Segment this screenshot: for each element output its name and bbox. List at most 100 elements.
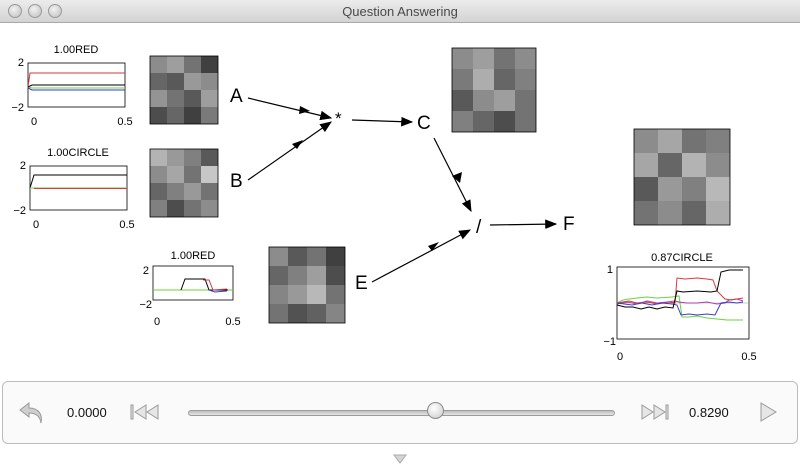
plot-f-green-trace <box>616 295 743 321</box>
time-slider-track[interactable] <box>188 410 615 416</box>
expand-panel-button[interactable] <box>393 451 407 469</box>
edge-multiply-to-C <box>351 116 414 127</box>
grid-F-border <box>633 128 731 226</box>
grid-A-cell <box>201 90 218 107</box>
grid-B-cell <box>184 149 201 166</box>
grid-B-cell <box>201 149 218 166</box>
close-window-button[interactable] <box>8 4 22 18</box>
grid-B-cell <box>150 183 167 200</box>
grid-E-cell <box>326 266 345 285</box>
grid-E-cell <box>269 266 288 285</box>
plot-e-blue-trace <box>208 289 228 293</box>
grid-F-cell <box>658 201 682 225</box>
grid-A-cell <box>184 107 201 124</box>
time-slider-thumb[interactable] <box>426 402 444 419</box>
grid-A-cell <box>184 56 201 73</box>
grid-C-cell <box>515 90 536 111</box>
grid-F-cell <box>682 153 706 177</box>
grid-F-cell <box>658 177 682 201</box>
plot-f-title: 0.87CIRCLE <box>651 252 713 264</box>
grid-E-cell <box>326 247 345 266</box>
playback-controls: 0.0000 0.8290 <box>2 381 798 444</box>
node-B-label: B <box>230 171 243 192</box>
grid-C-cell <box>473 48 494 69</box>
grid-E-cell <box>269 304 288 323</box>
grid-C-cell <box>452 69 473 90</box>
grid-A-cell <box>184 73 201 90</box>
edge-B-mid-arrow <box>292 140 303 149</box>
plot-b: 1.00CIRCLE 2 −2 0 0.5 <box>13 147 134 231</box>
grid-A-cell <box>201 107 218 124</box>
plot-e-ymax-label: 2 <box>143 265 149 277</box>
grid-F-cell <box>706 201 730 225</box>
grid-F-cell <box>634 153 658 177</box>
plot-a-green-trace <box>27 86 125 89</box>
grid-B-cell <box>167 166 184 183</box>
grid-C-cell <box>494 90 515 111</box>
plot-f-red-trace <box>616 277 744 305</box>
grid-B-cell <box>184 200 201 217</box>
grid-B-cell <box>167 149 184 166</box>
edge-divide-to-F <box>489 219 558 229</box>
plot-b-ymax-label: 2 <box>20 160 26 172</box>
grid-E-cell <box>307 247 326 266</box>
edge-E-mid-arrow <box>428 242 439 251</box>
grid-A-border <box>149 55 219 125</box>
triangle-down-icon <box>393 454 407 464</box>
grid-E-cell <box>307 285 326 304</box>
grid-A-cell <box>167 107 184 124</box>
rewind-button[interactable] <box>17 399 47 432</box>
grid-B-cell <box>201 166 218 183</box>
grid-F-cell <box>682 129 706 153</box>
plot-f-blue-trace <box>616 301 744 316</box>
grid-C-cell <box>515 48 536 69</box>
grid-B-cell <box>150 166 167 183</box>
grid-E-cell <box>288 266 307 285</box>
skip-to-end-button[interactable] <box>639 402 671 427</box>
current-time-display: 0.0000 <box>67 405 107 420</box>
grid-B-cell <box>201 200 218 217</box>
grid-A-cell <box>184 90 201 107</box>
edge-A-to-multiply <box>247 97 333 121</box>
plot-b-x0-label: 0 <box>33 219 39 231</box>
edge-B-to-multiply <box>247 121 332 181</box>
node-E-label: E <box>355 273 368 294</box>
grid-C-cell <box>452 111 473 132</box>
plot-b-ymin-label: −2 <box>13 205 26 217</box>
grid-F-heatmap <box>633 128 731 226</box>
grid-F-cell <box>634 201 658 225</box>
minimize-window-button[interactable] <box>28 4 42 18</box>
plot-a-ymax-label: 2 <box>18 57 24 69</box>
grid-C-cell <box>494 69 515 90</box>
network-canvas: A B * C / F E 1.00RED 2 −2 0 0.5 1.00CIR… <box>11 44 756 363</box>
end-time-display: 0.8290 <box>689 405 729 420</box>
grid-A-cell <box>150 107 167 124</box>
grid-A-cell <box>167 56 184 73</box>
grid-B-cell <box>184 183 201 200</box>
grid-F-cell <box>682 201 706 225</box>
plot-f-ymin-label: −1 <box>603 336 616 348</box>
grid-C-cell <box>473 69 494 90</box>
grid-F-cell <box>682 177 706 201</box>
grid-E-cell <box>288 247 307 266</box>
grid-C-cell <box>452 48 473 69</box>
grid-A-cell <box>167 90 184 107</box>
plot-e-title: 1.00RED <box>171 250 216 262</box>
grid-E-border <box>268 246 346 324</box>
plot-e-x0-label: 0 <box>154 316 160 328</box>
plot-a-x0-label: 0 <box>31 116 37 128</box>
plot-a-title: 1.00RED <box>54 44 99 56</box>
grid-A-cell <box>150 90 167 107</box>
node-A-label: A <box>230 86 243 107</box>
grid-B-heatmap <box>149 148 219 218</box>
zoom-window-button[interactable] <box>48 4 62 18</box>
grid-B-cell <box>167 183 184 200</box>
skip-to-start-button[interactable] <box>129 402 161 427</box>
grid-B-cell <box>201 183 218 200</box>
grid-A-heatmap <box>149 55 219 125</box>
edge-E-to-divide <box>371 229 472 283</box>
grid-C-cell <box>515 111 536 132</box>
plot-f-black-trace <box>616 269 743 310</box>
play-button[interactable] <box>757 401 779 428</box>
grid-E-cell <box>288 304 307 323</box>
